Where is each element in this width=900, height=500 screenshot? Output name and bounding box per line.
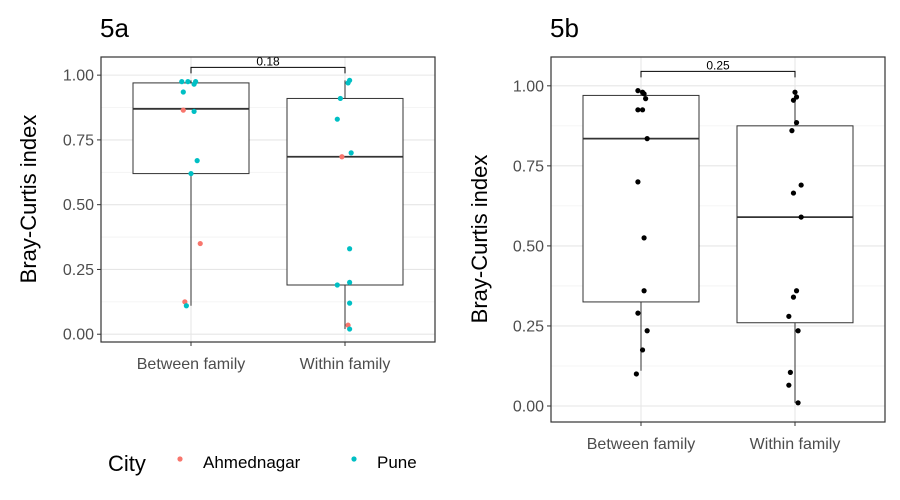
data-point: [633, 371, 639, 377]
data-point: [347, 300, 353, 306]
data-point: [347, 279, 353, 286]
y-tick-label: 0.25: [63, 262, 94, 279]
marks-5a: 0.18: [132, 54, 404, 332]
data-point: [793, 288, 800, 294]
data-point: [793, 120, 800, 126]
p-value-label: 0.18: [256, 54, 280, 68]
x-tick-label: Within family: [300, 356, 391, 373]
data-point: [348, 150, 354, 156]
data-point: [641, 235, 647, 241]
data-point: [635, 310, 641, 316]
y-tick-label: 0.50: [63, 197, 94, 214]
legend-label-ahmednagar: Ahmednagar: [203, 453, 301, 472]
data-point: [641, 288, 647, 294]
data-point: [191, 81, 197, 87]
panel-title-5a: 5a: [100, 13, 129, 43]
y-tick-label: 0.75: [513, 158, 544, 175]
plot-border-5a: [100, 56, 436, 343]
box-iqr: [286, 97, 404, 286]
y-tick-label: 0.25: [513, 318, 544, 335]
data-point: [347, 326, 353, 332]
data-point: [334, 116, 340, 122]
data-point: [789, 128, 795, 134]
box-iqr: [736, 125, 854, 324]
legend-label-pune: Pune: [377, 453, 417, 472]
data-point: [345, 80, 351, 86]
data-point: [790, 97, 797, 103]
data-point: [197, 240, 203, 247]
y-tick-label: 0.00: [513, 398, 544, 415]
legend-key-ahmednagar: [177, 456, 183, 462]
data-point: [795, 328, 801, 334]
y-axis-title-5b: Bray-Curtis index: [467, 155, 492, 324]
legend-key-pune: [351, 456, 357, 462]
data-point: [639, 107, 646, 113]
data-point: [644, 328, 650, 334]
data-point: [180, 107, 186, 113]
data-point: [191, 108, 197, 115]
y-tick-label: 0.50: [513, 238, 544, 255]
panel-title-5b: 5b: [550, 13, 579, 43]
comparison-bracket: [640, 70, 796, 78]
data-point: [790, 190, 797, 196]
data-point: [641, 91, 647, 97]
plot-border-5b: [550, 56, 886, 423]
data-point: [194, 158, 200, 164]
data-point: [337, 95, 343, 102]
data-point: [185, 79, 191, 85]
comparison-bracket: [190, 66, 346, 74]
panel-5b: 5b 0.25 0.00 0.25 0.50 0.75 1.00 Between fami…: [467, 13, 886, 453]
x-tick-label: Between family: [587, 436, 696, 453]
data-point: [635, 88, 641, 94]
data-point: [644, 136, 650, 142]
data-point: [339, 154, 345, 160]
box-iqr: [132, 82, 250, 175]
data-point: [635, 107, 641, 113]
data-point: [798, 214, 804, 220]
data-point: [798, 182, 804, 188]
legend: City Ahmednagar Pune: [108, 451, 417, 476]
data-point: [792, 89, 798, 95]
x-tick-label: Within family: [750, 436, 841, 453]
data-point: [639, 347, 646, 353]
data-point: [790, 294, 797, 300]
data-point: [786, 382, 792, 388]
y-tick-label: 1.00: [63, 68, 94, 85]
data-point: [635, 179, 641, 185]
axes-5b: 0.00 0.25 0.50 0.75 1.00 Between family Within…: [513, 78, 840, 453]
legend-title: City: [108, 451, 146, 476]
p-value-label: 0.25: [706, 58, 730, 72]
axes-5a: 0.00 0.25 0.50 0.75 1.00 Between family Within…: [63, 68, 390, 373]
data-point: [786, 313, 792, 319]
y-tick-label: 0.00: [63, 327, 94, 344]
y-tick-label: 0.75: [63, 132, 94, 149]
data-point: [793, 94, 800, 100]
data-point: [183, 303, 189, 309]
data-point: [188, 170, 194, 177]
panel-5a: 5a 0.18 0.00 0.25 0.50 0.75 1.00 Between fami…: [16, 13, 436, 373]
data-point: [180, 89, 186, 95]
data-point: [795, 400, 801, 406]
data-point: [347, 246, 353, 252]
data-point: [334, 282, 340, 288]
x-tick-label: Between family: [137, 356, 246, 373]
data-point: [787, 369, 793, 375]
marks-5b: 0.25: [582, 58, 854, 406]
data-point: [643, 96, 649, 102]
y-axis-title-5a: Bray-Curtis index: [16, 115, 41, 284]
data-point: [179, 79, 185, 85]
box-iqr: [582, 94, 700, 303]
y-tick-label: 1.00: [513, 78, 544, 95]
